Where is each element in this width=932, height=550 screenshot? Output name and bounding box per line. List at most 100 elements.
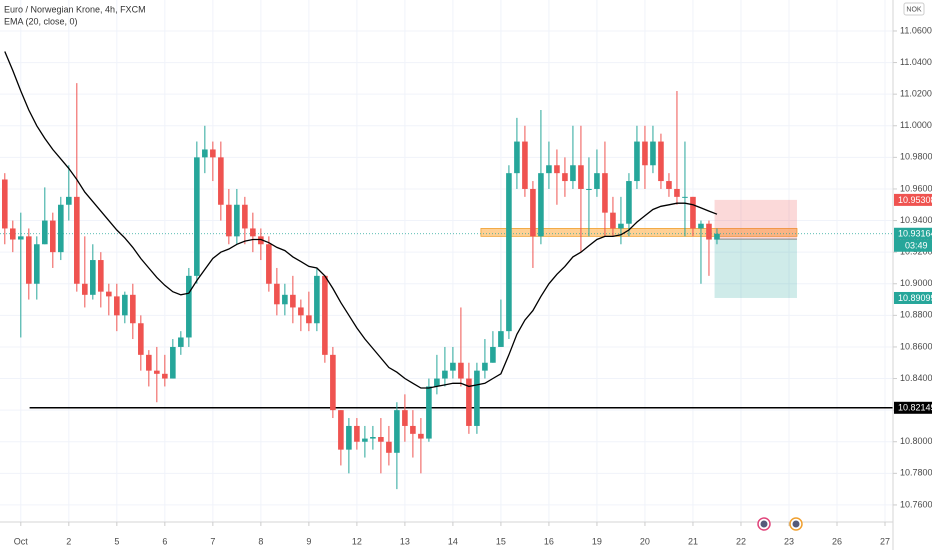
candle-body [226,204,232,237]
x-tick-label: 19 [592,536,602,546]
candle-body [378,437,384,442]
candle-body [554,165,560,174]
x-tick-label: 23 [784,536,794,546]
grid [0,0,893,522]
x-tick-label: 14 [448,536,458,546]
stop-label-box [894,193,932,206]
candle-body [426,386,432,439]
x-tick-label: 12 [352,536,362,546]
x-tick-label: 8 [258,536,263,546]
candle-body [26,236,32,284]
candle-body [514,141,520,174]
x-tick-label: 15 [496,536,506,546]
candle-body [674,188,680,197]
target-label-box [894,291,932,304]
candle-body [130,294,136,324]
y-tick-label: 10.76000 [900,499,932,509]
candle-body [162,373,168,379]
x-tick-label: 21 [688,536,698,546]
candle-body [402,410,408,426]
candle-body [298,307,304,316]
candle-body [562,173,568,182]
candle-body [106,291,112,297]
x-tick-label: 5 [114,536,119,546]
candle-body [714,233,720,240]
currency[interactable]: NOK [906,6,922,13]
candle-body [442,370,448,379]
currency-box[interactable] [903,2,925,16]
candle-body [314,275,320,324]
candle-body [82,283,88,295]
x-tick-label: 26 [832,536,842,546]
y-tick-label: 10.96000 [900,183,932,193]
candle-body [538,173,544,237]
candle-body [50,220,56,253]
candle-body [506,173,512,332]
candle-body [610,212,616,229]
candle-body [586,188,592,190]
x-tick-label: 16 [544,536,554,546]
support-label: 10.82149 [898,403,932,413]
candle-body [642,141,648,166]
candle-body [338,410,344,450]
candle-body [690,196,696,229]
y-tick-label: 10.94000 [900,215,932,225]
countdown: 03:49 [905,241,928,251]
target-area [714,239,797,298]
candle-body [290,294,296,308]
candle-body [186,275,192,338]
support-label-box [894,401,932,414]
y-tick-label: 10.80000 [900,436,932,446]
candle-body [18,236,24,240]
candle-body [354,425,360,442]
candle-body [466,378,472,426]
x-tick-label: 6 [162,536,167,546]
last-price-label-box [894,227,932,240]
candle-body [242,204,248,229]
candle-body [362,438,368,442]
candle-body [170,346,176,379]
candle-body [602,173,608,213]
candle-body [386,441,392,453]
stop-label: 10.95308 [898,195,932,205]
countdown-box [894,239,932,252]
zone [480,228,798,237]
candle-body [154,370,160,374]
y-tick-label: 10.98000 [900,152,932,162]
candle-body [194,157,200,276]
x-tick-label: 9 [306,536,311,546]
y-tick-label: 11.00000 [900,120,932,130]
candle-body [570,165,576,182]
candle-body [42,220,48,245]
candle-body [634,141,640,182]
indicator-label: EMA (20, close, 0) [4,16,78,26]
candle-body [234,204,240,237]
candle-body [274,283,280,305]
candle-body [410,425,416,434]
plot [0,51,893,490]
x-tick-label: 22 [736,536,746,546]
candle-body [74,196,80,284]
candle-body [122,294,128,316]
candle-body [666,181,672,189]
candle-body [98,260,104,292]
candle-body [498,331,504,347]
y-tick-label: 10.84000 [900,373,932,383]
axes: 11.06000 11.04000 11.02000 11.00000 10.98000… [14,25,932,546]
y-tick-label: 10.88000 [900,310,932,320]
candle-body [146,354,152,371]
candle-body [210,149,216,158]
x-tick-label: 27 [880,536,890,546]
candle-body [250,228,256,237]
candle-body [330,354,336,411]
candle-body [10,228,16,240]
candle-body [370,437,376,439]
x-tick-label: 13 [400,536,410,546]
candle-body [682,196,688,198]
y-tick-label: 11.04000 [900,57,932,67]
event-icon-dot [760,520,768,528]
candle-body [202,149,208,158]
candle-body [282,294,288,305]
candle-body [482,362,488,371]
